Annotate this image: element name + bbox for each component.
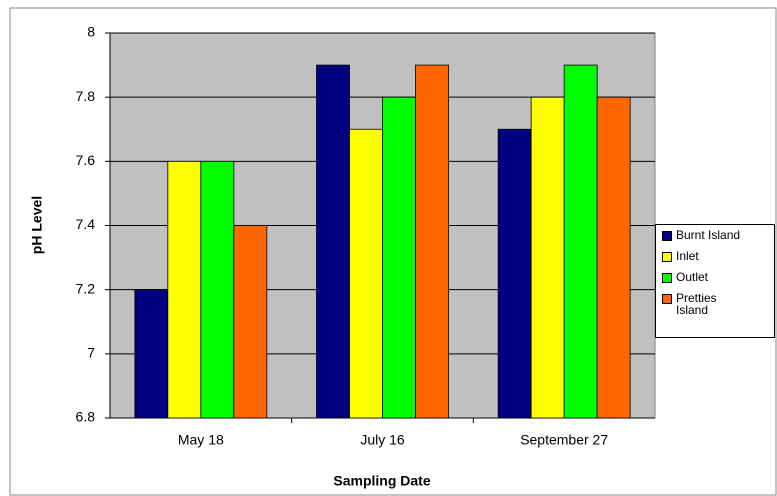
- legend: Burnt Island Inlet Outlet Pretties Island: [655, 224, 775, 338]
- legend-label: Outlet: [676, 270, 709, 284]
- bar: [200, 160, 235, 419]
- legend-swatch: [662, 294, 672, 304]
- bar: [134, 289, 169, 419]
- bar: [382, 96, 416, 419]
- y-tick-label: 7.6: [76, 152, 96, 168]
- x-tick-label: July 16: [360, 432, 405, 448]
- bar: [596, 96, 631, 419]
- x-tick-label: May 18: [178, 432, 224, 448]
- legend-label: Burnt Island: [676, 228, 741, 242]
- y-tick-label: 7.4: [76, 216, 96, 232]
- legend-entry: Burnt Island: [660, 229, 770, 241]
- legend-entry: Inlet: [660, 250, 770, 262]
- bar: [415, 64, 449, 419]
- y-tick-label: 8: [87, 24, 95, 40]
- legend-swatch: [662, 252, 672, 262]
- bar: [497, 128, 532, 419]
- y-axis-label: pH Level: [29, 196, 45, 254]
- y-tick-label: 6.8: [76, 409, 96, 425]
- legend-entry: Pretties Island: [660, 292, 770, 316]
- legend-swatch: [662, 273, 672, 283]
- bar: [316, 64, 350, 419]
- bar: [349, 128, 383, 419]
- y-tick-label: 7.2: [76, 280, 96, 296]
- bar: [563, 64, 598, 419]
- legend-swatch: [662, 231, 672, 241]
- y-tick-label: 7.8: [76, 88, 96, 104]
- bar: [167, 160, 202, 419]
- bar: [530, 96, 565, 419]
- bar: [233, 225, 268, 419]
- legend-entry: Outlet: [660, 271, 770, 283]
- legend-label: Inlet: [676, 249, 699, 263]
- legend-label: Pretties Island: [676, 291, 717, 317]
- x-axis-label: Sampling Date: [333, 473, 430, 489]
- x-tick-label: September 27: [520, 432, 608, 448]
- y-tick-label: 7: [87, 345, 95, 361]
